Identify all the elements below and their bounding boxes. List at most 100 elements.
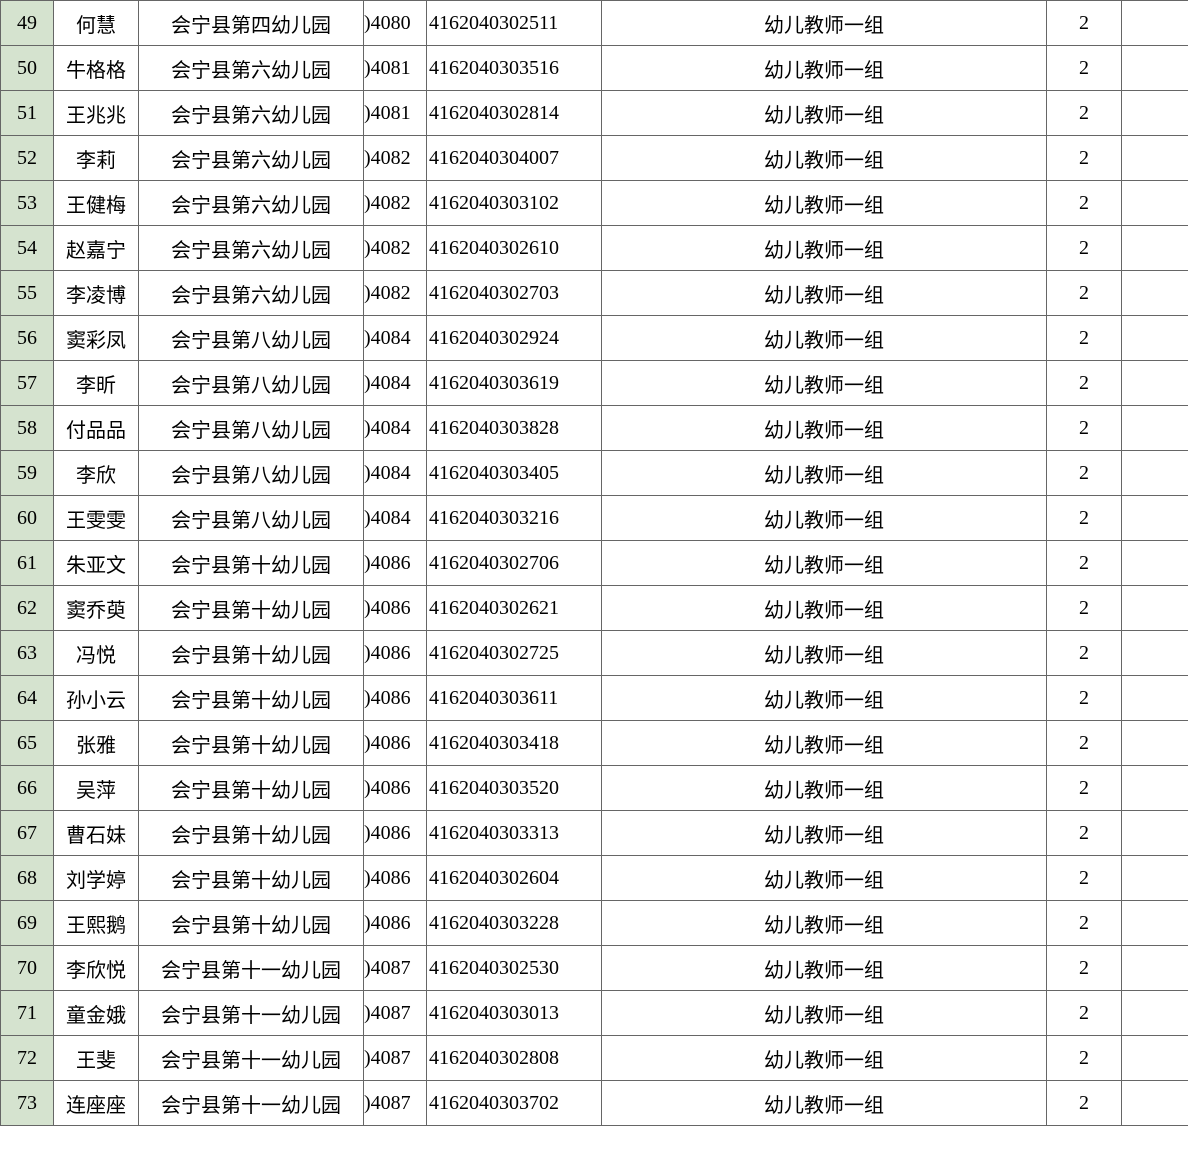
cell-idx: 54 (1, 226, 54, 271)
cell-num: 2 (1047, 361, 1122, 406)
cell-code: )4086 (364, 901, 427, 946)
cell-group: 幼儿教师一组 (602, 856, 1047, 901)
cell-group: 幼儿教师一组 (602, 721, 1047, 766)
table-row: 51王兆兆会宁县第六幼儿园)40814162040302814幼儿教师一组2 (1, 91, 1188, 136)
cell-blank (1122, 586, 1188, 631)
cell-num: 2 (1047, 406, 1122, 451)
cell-name: 何慧 (54, 1, 139, 46)
cell-id: 4162040302808 (427, 1036, 602, 1081)
cell-name: 冯悦 (54, 631, 139, 676)
cell-school: 会宁县第八幼儿园 (139, 451, 364, 496)
cell-idx: 64 (1, 676, 54, 721)
table-row: 50牛格格会宁县第六幼儿园)40814162040303516幼儿教师一组2 (1, 46, 1188, 91)
cell-id: 4162040303313 (427, 811, 602, 856)
cell-code: )4081 (364, 46, 427, 91)
cell-code: )4087 (364, 1036, 427, 1081)
cell-name: 吴萍 (54, 766, 139, 811)
cell-group: 幼儿教师一组 (602, 1, 1047, 46)
cell-blank (1122, 361, 1188, 406)
table-row: 58付品品会宁县第八幼儿园)40844162040303828幼儿教师一组2 (1, 406, 1188, 451)
cell-blank (1122, 856, 1188, 901)
cell-code: )4082 (364, 136, 427, 181)
cell-name: 窦乔萸 (54, 586, 139, 631)
cell-blank (1122, 1036, 1188, 1081)
cell-idx: 58 (1, 406, 54, 451)
table-row: 60王雯雯会宁县第八幼儿园)40844162040303216幼儿教师一组2 (1, 496, 1188, 541)
table-body: 49何慧会宁县第四幼儿园)40804162040302511幼儿教师一组250牛… (1, 1, 1188, 1126)
cell-id: 4162040303228 (427, 901, 602, 946)
cell-group: 幼儿教师一组 (602, 271, 1047, 316)
cell-name: 朱亚文 (54, 541, 139, 586)
cell-idx: 57 (1, 361, 54, 406)
cell-id: 4162040303619 (427, 361, 602, 406)
cell-name: 张雅 (54, 721, 139, 766)
cell-blank (1122, 316, 1188, 361)
cell-blank (1122, 541, 1188, 586)
cell-school: 会宁县第六幼儿园 (139, 91, 364, 136)
cell-id: 4162040302924 (427, 316, 602, 361)
cell-idx: 51 (1, 91, 54, 136)
table-row: 62窦乔萸会宁县第十幼儿园)40864162040302621幼儿教师一组2 (1, 586, 1188, 631)
cell-name: 王健梅 (54, 181, 139, 226)
cell-name: 连座座 (54, 1081, 139, 1126)
cell-idx: 67 (1, 811, 54, 856)
cell-group: 幼儿教师一组 (602, 1081, 1047, 1126)
cell-code: )4086 (364, 721, 427, 766)
cell-school: 会宁县第十幼儿园 (139, 766, 364, 811)
cell-code: )4086 (364, 766, 427, 811)
cell-id: 4162040302621 (427, 586, 602, 631)
cell-name: 李昕 (54, 361, 139, 406)
table-row: 55李凌博会宁县第六幼儿园)40824162040302703幼儿教师一组2 (1, 271, 1188, 316)
cell-group: 幼儿教师一组 (602, 676, 1047, 721)
cell-school: 会宁县第八幼儿园 (139, 406, 364, 451)
cell-idx: 52 (1, 136, 54, 181)
cell-idx: 71 (1, 991, 54, 1036)
cell-group: 幼儿教师一组 (602, 631, 1047, 676)
cell-code: )4082 (364, 226, 427, 271)
table-row: 70李欣悦会宁县第十一幼儿园)40874162040302530幼儿教师一组2 (1, 946, 1188, 991)
cell-school: 会宁县第十幼儿园 (139, 811, 364, 856)
cell-num: 2 (1047, 226, 1122, 271)
cell-name: 李欣悦 (54, 946, 139, 991)
cell-idx: 50 (1, 46, 54, 91)
cell-id: 4162040303418 (427, 721, 602, 766)
table-row: 68刘学婷会宁县第十幼儿园)40864162040302604幼儿教师一组2 (1, 856, 1188, 901)
cell-code: )4081 (364, 91, 427, 136)
cell-name: 曹石妹 (54, 811, 139, 856)
cell-group: 幼儿教师一组 (602, 496, 1047, 541)
cell-name: 孙小云 (54, 676, 139, 721)
cell-idx: 61 (1, 541, 54, 586)
cell-blank (1122, 271, 1188, 316)
cell-school: 会宁县第十幼儿园 (139, 721, 364, 766)
cell-blank (1122, 451, 1188, 496)
cell-num: 2 (1047, 991, 1122, 1036)
cell-code: )4086 (364, 856, 427, 901)
cell-name: 窦彩凤 (54, 316, 139, 361)
table-row: 49何慧会宁县第四幼儿园)40804162040302511幼儿教师一组2 (1, 1, 1188, 46)
table-row: 67曹石妹会宁县第十幼儿园)40864162040303313幼儿教师一组2 (1, 811, 1188, 856)
cell-group: 幼儿教师一组 (602, 901, 1047, 946)
cell-num: 2 (1047, 316, 1122, 361)
cell-idx: 73 (1, 1081, 54, 1126)
cell-code: )4087 (364, 991, 427, 1036)
cell-code: )4084 (364, 496, 427, 541)
cell-group: 幼儿教师一组 (602, 766, 1047, 811)
cell-idx: 59 (1, 451, 54, 496)
cell-school: 会宁县第八幼儿园 (139, 361, 364, 406)
cell-code: )4084 (364, 316, 427, 361)
table-row: 73连座座会宁县第十一幼儿园)40874162040303702幼儿教师一组2 (1, 1081, 1188, 1126)
cell-blank (1122, 721, 1188, 766)
cell-num: 2 (1047, 181, 1122, 226)
cell-blank (1122, 136, 1188, 181)
cell-blank (1122, 631, 1188, 676)
cell-idx: 72 (1, 1036, 54, 1081)
cell-group: 幼儿教师一组 (602, 91, 1047, 136)
cell-name: 王雯雯 (54, 496, 139, 541)
cell-idx: 70 (1, 946, 54, 991)
table-row: 57李昕会宁县第八幼儿园)40844162040303619幼儿教师一组2 (1, 361, 1188, 406)
table-row: 65张雅会宁县第十幼儿园)40864162040303418幼儿教师一组2 (1, 721, 1188, 766)
cell-school: 会宁县第十一幼儿园 (139, 991, 364, 1036)
cell-idx: 60 (1, 496, 54, 541)
cell-school: 会宁县第四幼儿园 (139, 1, 364, 46)
cell-code: )4086 (364, 811, 427, 856)
